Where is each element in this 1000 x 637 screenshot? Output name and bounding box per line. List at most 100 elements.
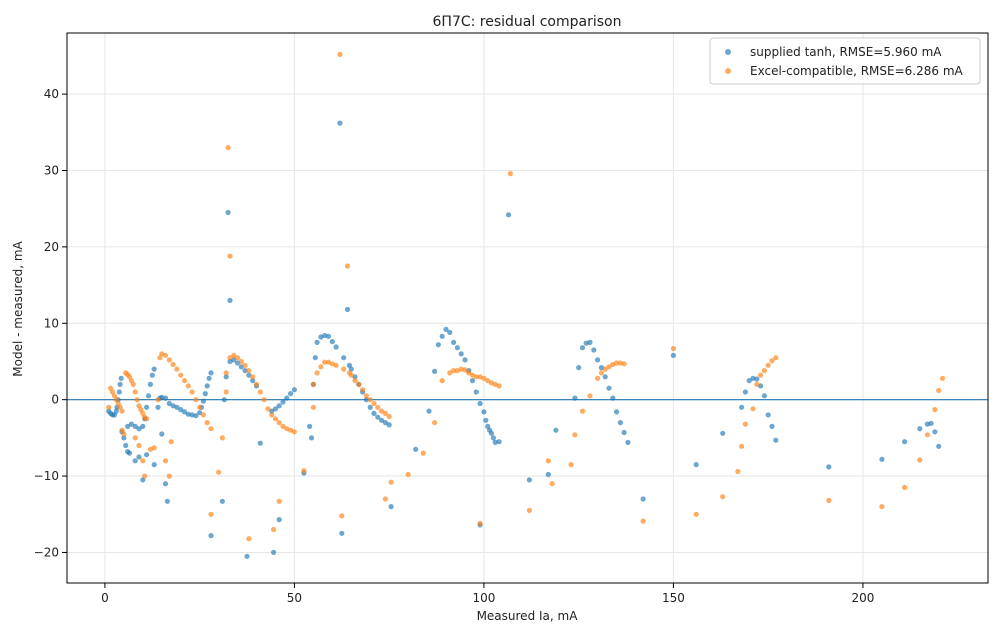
point-excel-compatible — [549, 481, 555, 487]
point-supplied-tanh — [576, 365, 582, 371]
point-supplied-tanh — [128, 421, 134, 427]
point-supplied-tanh — [443, 326, 449, 332]
point-supplied-tanh — [164, 498, 170, 504]
data-points — [106, 51, 946, 559]
point-supplied-tanh — [483, 417, 489, 423]
point-excel-compatible — [352, 378, 358, 384]
point-excel-compatible — [310, 381, 316, 387]
point-supplied-tanh — [271, 549, 277, 556]
point-supplied-tanh — [451, 339, 457, 345]
point-supplied-tanh — [132, 458, 138, 464]
point-excel-compatible — [720, 494, 726, 500]
point-excel-compatible — [939, 375, 946, 381]
point-supplied-tanh — [742, 389, 749, 395]
point-excel-compatible — [758, 372, 764, 378]
point-excel-compatible — [462, 367, 468, 373]
point-supplied-tanh — [337, 120, 343, 126]
point-excel-compatible — [322, 359, 328, 365]
point-supplied-tanh — [208, 533, 214, 539]
y-tick-label: −10 — [34, 469, 59, 483]
point-excel-compatible — [339, 513, 345, 519]
y-tick-label: 30 — [44, 164, 59, 178]
point-excel-compatible — [238, 358, 244, 365]
point-excel-compatible — [130, 381, 136, 387]
point-excel-compatible — [276, 420, 282, 426]
plot-area-frame — [66, 32, 989, 584]
legend-marker-tanh — [725, 49, 731, 55]
point-supplied-tanh — [610, 395, 616, 401]
point-excel-compatible — [119, 408, 125, 414]
point-excel-compatible — [432, 420, 438, 426]
point-excel-compatible — [750, 406, 756, 412]
point-supplied-tanh — [206, 375, 212, 381]
point-supplied-tanh — [720, 430, 726, 436]
point-supplied-tanh — [625, 439, 631, 445]
point-supplied-tanh — [136, 454, 142, 460]
point-excel-compatible — [166, 357, 172, 363]
point-supplied-tanh — [333, 344, 339, 350]
point-excel-compatible — [155, 397, 161, 403]
point-supplied-tanh — [587, 339, 593, 345]
point-excel-compatible — [917, 457, 923, 463]
point-excel-compatible — [166, 473, 172, 479]
point-excel-compatible — [200, 412, 206, 418]
point-excel-compatible — [598, 370, 605, 376]
point-excel-compatible — [227, 355, 233, 361]
point-excel-compatible — [568, 462, 574, 468]
point-supplied-tanh — [151, 462, 157, 468]
point-excel-compatible — [162, 458, 169, 464]
y-axis-title: Model - measured, mA — [11, 240, 25, 376]
point-excel-compatible — [253, 381, 260, 387]
point-supplied-tanh — [159, 431, 165, 437]
point-supplied-tanh — [223, 374, 229, 380]
point-supplied-tanh — [181, 409, 188, 415]
point-supplied-tanh — [375, 414, 381, 420]
x-tick-label: 0 — [101, 591, 109, 605]
point-supplied-tanh — [413, 446, 419, 452]
point-supplied-tanh — [312, 355, 318, 361]
point-excel-compatible — [276, 498, 282, 504]
point-supplied-tanh — [257, 440, 263, 446]
point-supplied-tanh — [367, 404, 373, 410]
point-excel-compatible — [363, 393, 369, 399]
point-supplied-tanh — [917, 426, 923, 432]
point-supplied-tanh — [761, 393, 768, 399]
point-supplied-tanh — [147, 381, 153, 387]
point-supplied-tanh — [307, 423, 313, 429]
point-excel-compatible — [225, 145, 231, 151]
point-excel-compatible — [157, 355, 163, 361]
point-supplied-tanh — [458, 351, 464, 357]
point-excel-compatible — [246, 536, 252, 542]
point-supplied-tanh — [136, 426, 142, 432]
point-supplied-tanh — [382, 420, 388, 426]
point-supplied-tanh — [272, 406, 279, 412]
point-excel-compatible — [121, 431, 127, 437]
point-excel-compatible — [204, 420, 210, 426]
point-excel-compatible — [693, 511, 699, 517]
point-supplied-tanh — [151, 366, 157, 372]
point-supplied-tanh — [379, 417, 385, 423]
point-excel-compatible — [382, 496, 388, 502]
point-supplied-tanh — [202, 391, 208, 397]
point-supplied-tanh — [125, 423, 131, 429]
point-excel-compatible — [496, 383, 502, 389]
point-supplied-tanh — [746, 378, 752, 384]
point-excel-compatible — [485, 378, 491, 384]
point-supplied-tanh — [591, 347, 597, 353]
point-supplied-tanh — [553, 427, 559, 433]
point-excel-compatible — [879, 504, 885, 510]
point-supplied-tanh — [572, 395, 578, 401]
point-supplied-tanh — [505, 212, 512, 218]
point-supplied-tanh — [178, 407, 184, 413]
x-axis-title: Measured Ia, mA — [477, 609, 579, 623]
point-supplied-tanh — [490, 435, 496, 441]
point-excel-compatible — [193, 397, 199, 403]
point-supplied-tanh — [473, 389, 479, 395]
point-excel-compatible — [640, 518, 646, 524]
point-excel-compatible — [272, 416, 279, 422]
point-excel-compatible — [181, 378, 188, 384]
point-excel-compatible — [606, 364, 612, 370]
point-excel-compatible — [451, 368, 457, 374]
